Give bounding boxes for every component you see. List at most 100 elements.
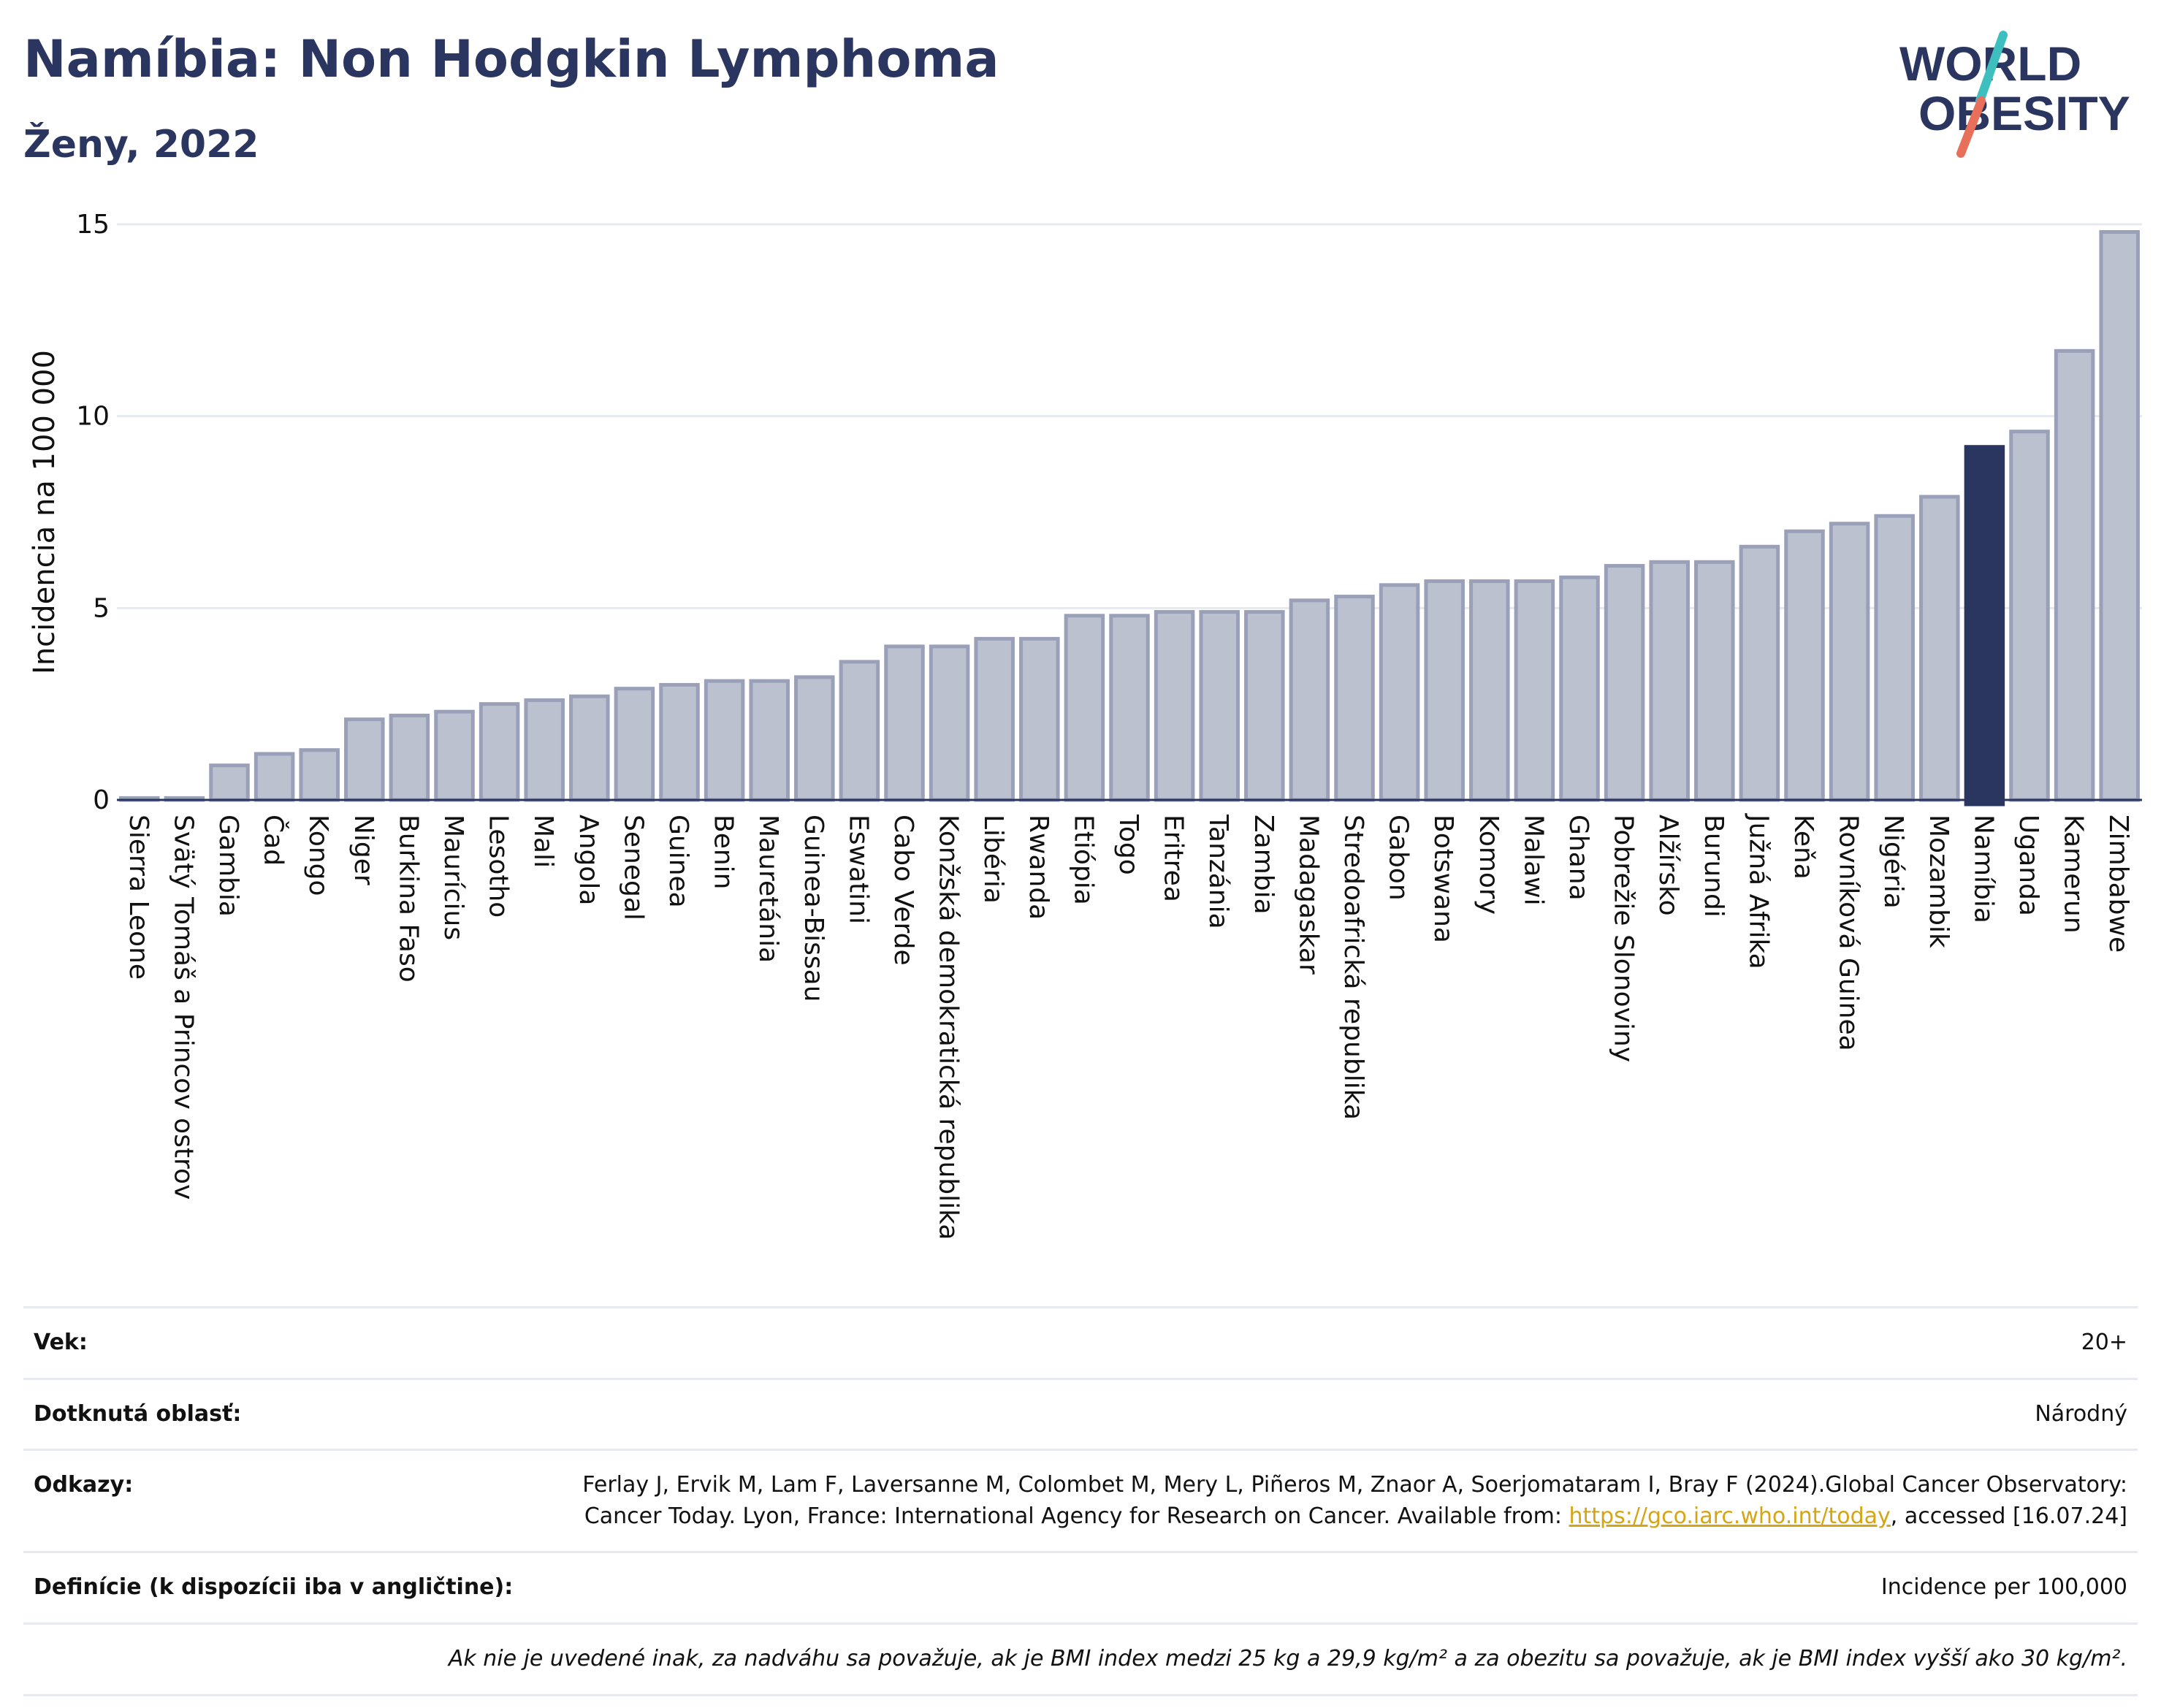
- bar: [1334, 595, 1375, 802]
- x-tick-label: Etiópia: [1068, 815, 1098, 905]
- x-tick-label: Ghana: [1563, 815, 1593, 901]
- bar: [2099, 230, 2140, 802]
- bar: [974, 636, 1015, 802]
- bar: [929, 644, 970, 802]
- x-tick-label: Eritrea: [1159, 815, 1189, 902]
- bar: [2054, 348, 2095, 802]
- x-tick-label: Pobrežie Slonoviny: [1609, 815, 1639, 1062]
- x-tick-label: Maurícius: [438, 815, 468, 940]
- x-tick-label: Burkina Faso: [393, 815, 423, 983]
- chart-subtitle: Ženy, 2022: [23, 123, 259, 167]
- bar: [1064, 614, 1105, 802]
- area-label: Dotknutá oblasť:: [23, 1377, 570, 1450]
- x-tick-label: Mali: [528, 815, 558, 868]
- x-tick-label: Svätý Tomáš a Princov ostrov: [168, 815, 198, 1200]
- x-tick-label: Kamerun: [2059, 815, 2089, 934]
- info-row-definitions: Definície (k dispozícii iba v angličtine…: [23, 1551, 2138, 1624]
- x-tick-label: Zimbabwe: [2103, 815, 2133, 953]
- x-tick-label: Gambia: [213, 815, 243, 917]
- x-tick-label: Mauretánia: [753, 815, 783, 963]
- x-tick-label: Benin: [709, 815, 739, 889]
- references-label: Odkazy:: [23, 1449, 570, 1552]
- info-row-references: Odkazy: Ferlay J, Ervik M, Lam F, Lavers…: [23, 1449, 2138, 1552]
- x-tick-label: Keňa: [1788, 815, 1818, 880]
- x-tick-label: Sierra Leone: [123, 815, 153, 980]
- x-tick-label: Eswatini: [843, 815, 873, 924]
- x-tick-label: Mozambik: [1924, 815, 1954, 948]
- x-tick-label: Botswana: [1428, 815, 1458, 943]
- bar: [479, 702, 520, 802]
- bar: [884, 644, 925, 802]
- x-tick-label: Kongo: [303, 815, 333, 896]
- bar: [434, 709, 475, 802]
- x-tick-label: Rwanda: [1024, 815, 1053, 920]
- references-accessed: , accessed [16.07.24]: [1890, 1503, 2127, 1529]
- x-tick-label: Gabon: [1384, 815, 1414, 901]
- logo-slash-teal: [1975, 31, 2008, 105]
- x-tick-label: Libéria: [978, 815, 1008, 904]
- bar: [569, 694, 610, 802]
- references-text: Ferlay J, Ervik M, Lam F, Laversanne M, …: [582, 1472, 2127, 1529]
- world-obesity-logo: WORLD OBESITY: [1899, 31, 2130, 158]
- bar: [344, 717, 385, 802]
- definitions-label: Definície (k dispozícii iba v angličtine…: [23, 1551, 570, 1624]
- x-tick-label: Čad: [259, 815, 289, 866]
- x-tick-label: Južná Afrika: [1743, 813, 1773, 969]
- bar: [524, 698, 565, 802]
- bar: [1289, 598, 1330, 802]
- x-tick-label: Lesotho: [484, 815, 514, 918]
- bar: [1199, 610, 1240, 802]
- bar: [254, 752, 295, 802]
- age-value: 20+: [570, 1306, 2138, 1379]
- bar: [209, 763, 250, 802]
- info-row-note: Ak nie je uvedené inak, za nadváhu sa po…: [23, 1622, 2138, 1696]
- age-label: Vek:: [23, 1306, 570, 1379]
- x-tick-label: Nigéria: [1878, 815, 1908, 909]
- bar-highlighted: [1964, 445, 2005, 807]
- bar: [1919, 495, 1960, 802]
- logo-slash-coral: [1956, 96, 1986, 158]
- x-tick-label: Rovníková Guinea: [1834, 815, 1864, 1051]
- x-tick-label: Angola: [573, 815, 603, 905]
- bar: [749, 679, 790, 802]
- definitions-value: Incidence per 100,000: [570, 1551, 2138, 1624]
- x-tick-label: Namíbia: [1968, 815, 1998, 923]
- bar: [1559, 575, 1600, 802]
- y-tick-label: 15: [76, 210, 110, 240]
- bar: [1514, 579, 1555, 802]
- bar: [1379, 583, 1420, 802]
- bar: [1154, 610, 1195, 802]
- bar: [299, 748, 340, 802]
- chart-title: Namíbia: Non Hodgkin Lymphoma: [23, 29, 999, 89]
- bar: [794, 675, 835, 802]
- references-link[interactable]: https://gco.iarc.who.int/today: [1569, 1503, 1891, 1529]
- references-value: Ferlay J, Ervik M, Lam F, Laversanne M, …: [570, 1449, 2138, 1552]
- bar: [389, 713, 430, 802]
- x-tick-label: Uganda: [2013, 815, 2043, 916]
- bar: [704, 679, 745, 802]
- bar: [1784, 529, 1825, 802]
- area-value: Národný: [570, 1377, 2138, 1450]
- x-tick-label: Alžírsko: [1653, 815, 1683, 916]
- logo-word-obesity: OBESITY: [1918, 86, 2130, 140]
- x-tick-label: Togo: [1113, 814, 1143, 875]
- x-tick-label: Senegal: [618, 815, 648, 920]
- x-tick-label: Malawi: [1518, 815, 1548, 906]
- bmi-note: Ak nie je uvedené inak, za nadváhu sa po…: [23, 1622, 2138, 1696]
- bar: [1649, 560, 1690, 802]
- bar: [1244, 610, 1285, 802]
- info-row-age: Vek: 20+: [23, 1306, 2138, 1379]
- y-axis-title: Incidencia na 100 000: [28, 350, 61, 674]
- y-tick-label: 10: [76, 402, 110, 432]
- x-tick-label: Komory: [1474, 815, 1503, 915]
- x-tick-label: Konžská demokratická republika: [934, 815, 964, 1240]
- x-tick-label: Madagaskar: [1293, 815, 1323, 975]
- y-tick-label: 5: [93, 593, 110, 623]
- bar: [1829, 522, 1870, 802]
- x-tick-label: Burundi: [1699, 815, 1729, 918]
- x-tick-label: Cabo Verde: [888, 815, 918, 966]
- bar: [1109, 614, 1150, 802]
- y-tick-label: 0: [93, 785, 110, 815]
- info-row-area: Dotknutá oblasť: Národný: [23, 1377, 2138, 1450]
- x-tick-label: Stredoafrická republika: [1338, 815, 1368, 1120]
